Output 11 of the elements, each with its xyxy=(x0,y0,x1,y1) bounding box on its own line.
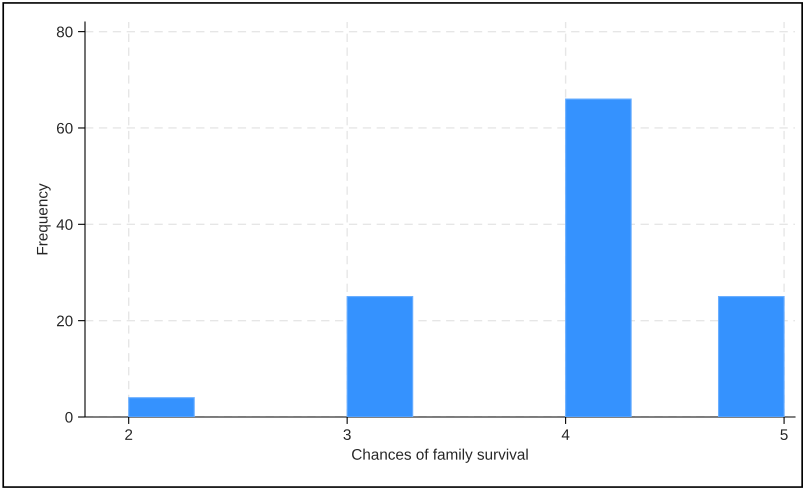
x-tick-label: 3 xyxy=(343,429,351,440)
x-tick-label: 5 xyxy=(780,429,788,440)
y-axis-title: Frequency xyxy=(36,183,51,254)
x-axis-title: Chances of family survival xyxy=(352,448,528,463)
y-tick-label: 0 xyxy=(65,412,73,423)
y-tick-label: 80 xyxy=(56,26,73,38)
y-tick-label: 40 xyxy=(56,219,73,230)
x-tick-label: 4 xyxy=(562,429,570,440)
y-tick-label: 60 xyxy=(56,122,73,134)
y-tick-label: 20 xyxy=(56,316,73,326)
x-tick-label: 2 xyxy=(125,429,132,440)
